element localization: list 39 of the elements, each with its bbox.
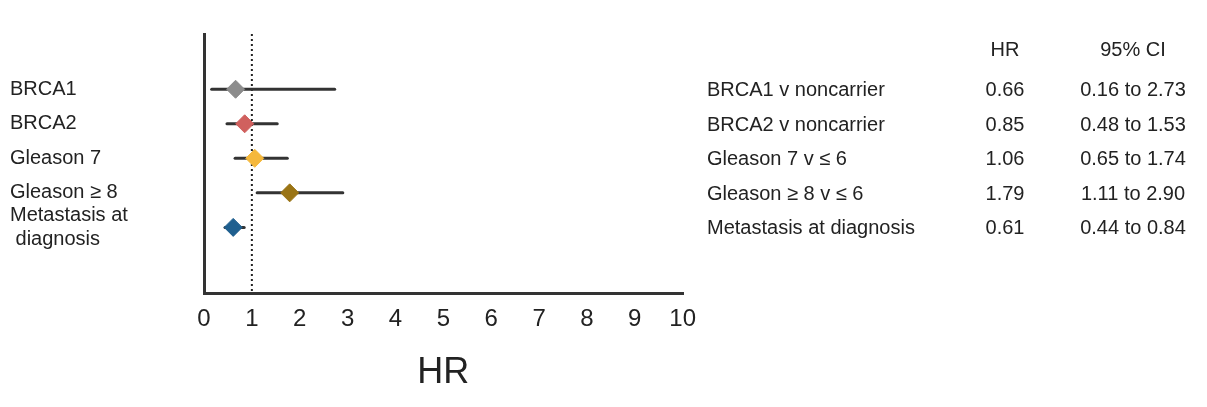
y-tick-label: BRCA2 xyxy=(10,111,77,134)
x-tick-label: 7 xyxy=(532,304,546,332)
point xyxy=(235,114,255,134)
text: 1.11 to 2.90 xyxy=(1079,180,1187,205)
text: 0.48 to 1.53 xyxy=(1079,111,1187,136)
y-tick-label: Gleason ≥ 8 xyxy=(10,180,118,203)
text: HR xyxy=(989,37,1021,62)
x-tick-label: 9 xyxy=(628,304,642,332)
x-tick-label: 0 xyxy=(197,304,211,332)
text: 0.44 to 0.84 xyxy=(1079,215,1187,240)
point xyxy=(280,183,300,203)
x-tick-label: 4 xyxy=(388,304,403,332)
data-label: 1.79 xyxy=(984,180,1026,205)
data-label: 0.85 xyxy=(984,111,1026,136)
data-label: 0.61 xyxy=(984,215,1026,240)
text: 0.65 to 1.74 xyxy=(1079,146,1187,171)
text: 95% CI xyxy=(1099,37,1167,62)
point xyxy=(223,217,243,237)
x-tick-label: 10 xyxy=(669,304,696,332)
x-tick-label: 5 xyxy=(436,304,451,332)
data-label: 1.06 xyxy=(984,146,1026,171)
point xyxy=(226,79,246,99)
text: Gleason 7 v ≤ 6 xyxy=(707,146,848,171)
text: BRCA2 v noncarrier xyxy=(707,111,886,136)
text: Gleason ≥ 8 v ≤ 6 xyxy=(707,180,865,205)
x-tick-label: 2 xyxy=(293,304,307,332)
x-axis-title: HR xyxy=(417,350,470,392)
y-tick-label: BRCA1 xyxy=(10,76,77,99)
x-tick-label: 8 xyxy=(580,304,594,332)
text: 0.16 to 2.73 xyxy=(1079,77,1187,102)
text: BRCA1 v noncarrier xyxy=(707,77,886,102)
x-tick-label: 6 xyxy=(484,304,498,332)
x-tick-label: 3 xyxy=(340,304,355,332)
text: Metastasis at diagnosis xyxy=(707,215,916,240)
x-tick-label: 1 xyxy=(245,304,259,332)
point xyxy=(245,148,265,168)
y-tick-label: Metastasis at diagnosis xyxy=(10,202,129,249)
data-label: 0.66 xyxy=(984,77,1026,102)
y-tick-label: Gleason 7 xyxy=(10,145,102,168)
